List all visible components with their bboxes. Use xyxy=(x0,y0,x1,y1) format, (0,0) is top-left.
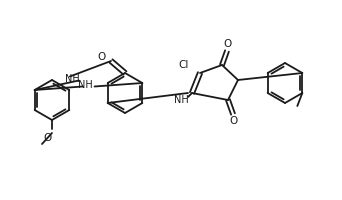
Text: O: O xyxy=(223,39,231,49)
Text: NH: NH xyxy=(65,73,80,84)
Text: O: O xyxy=(229,116,237,126)
Text: O: O xyxy=(98,52,106,62)
Text: NH: NH xyxy=(78,80,93,90)
Text: NH: NH xyxy=(174,95,188,105)
Text: O: O xyxy=(44,133,52,143)
Text: Cl: Cl xyxy=(179,60,189,70)
